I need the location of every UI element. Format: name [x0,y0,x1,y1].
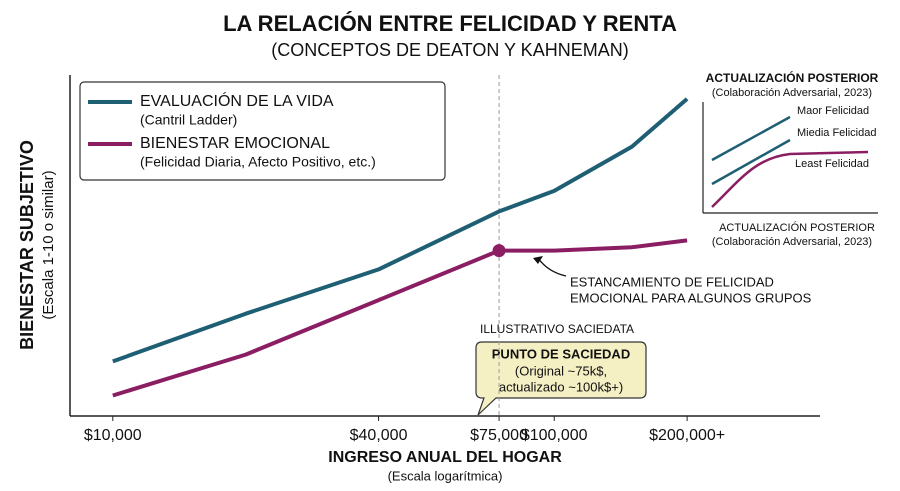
satiation-point [492,244,506,258]
annotation: EMOCIONAL PARA ALGUNOS GRUPOS [570,290,812,305]
legend: EVALUACIÓN DE LA VIDA (Cantril Ladder) BIE… [88,91,376,170]
inset-label: Maor Felicidad [797,105,869,117]
x-tick-label: $100,000 [521,427,588,444]
y-axis-sublabel: (Escala 1-10 o similar) [40,170,57,319]
x-tick-label: $200,000+ [649,427,725,444]
chart-title: LA RELACIÓN ENTRE FELICIDAD Y RENTA [223,11,677,36]
inset-title: ACTUALIZACIÓN POSTERIOR [719,221,875,234]
annotation: ESTANCAMIENTO DE FELICIDAD [570,274,774,289]
inset-subtitle: (Colaboración Adversarial, 2023) [712,87,872,99]
x-tick-label: $10,000 [84,427,142,444]
callout-title: PUNTO DE SACIEDAD [492,346,630,361]
series-line [112,97,689,364]
callout-text: (Original ~75k$, [515,363,607,378]
legend-box [79,81,446,181]
legend-description: (Cantril Ladder) [140,112,237,128]
inset-line [711,150,869,208]
chart-subtitle: (CONCEPTOS DE DEATON Y KAHNEMAN) [271,40,628,60]
inset-title: ACTUALIZACIÓN POSTERIOR [706,70,879,85]
inset-label: Least Felicidad [795,158,869,170]
y-axis-label: BIENESTAR SUBJETIVO [17,140,37,350]
legend-label: BIENESTAR EMOCIONAL [140,135,330,152]
legend-label: EVALUACIÓN DE LA VIDA [140,91,334,110]
inset-subtitle: (Colaboración Adversarial, 2023) [712,236,872,248]
arrow-head [533,256,543,264]
inset-line [711,138,791,186]
inset-label: Miedia Felicidad [797,127,876,139]
annotation: ILLUSTRATIVO SACIEDATA [480,322,634,336]
inset-line [711,115,791,162]
x-tick-label: $75,000 [470,427,528,444]
callout-text: actualizado ~100k$+) [499,379,623,394]
callout-box [475,341,647,416]
legend-description: (Felicidad Diaria, Afecto Positivo, etc.… [140,154,376,170]
x-tick-label: $40,000 [350,427,408,444]
x-axis-label: INGRESO ANUAL DEL HOGAR [328,449,562,466]
x-axis-sublabel: (Escala logarítmica) [388,468,503,483]
